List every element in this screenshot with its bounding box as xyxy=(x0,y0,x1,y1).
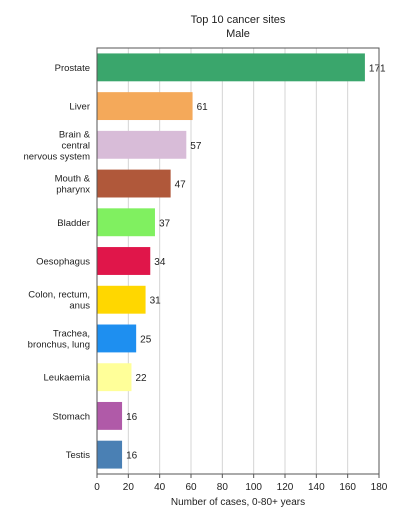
x-tick-label: 80 xyxy=(217,482,229,493)
category-label: Brain & central nervous system xyxy=(23,129,90,162)
category-label-line: Oesophagus xyxy=(36,257,90,268)
category-label: Trachea, bronchus, lung xyxy=(28,328,90,350)
category-label: Colon, rectum, anus xyxy=(28,290,90,312)
data-label: 47 xyxy=(175,180,187,191)
category-label-line: Leukaemia xyxy=(44,373,91,384)
chart-title: Top 10 cancer sites xyxy=(191,14,286,26)
bar xyxy=(97,53,365,82)
category-label-line: Testis xyxy=(66,450,91,461)
category-label-line: Prostate xyxy=(55,63,90,74)
chart-subtitle: Male xyxy=(226,28,250,40)
x-tick-label: 180 xyxy=(371,482,388,493)
bar xyxy=(97,324,137,353)
x-tick-label: 20 xyxy=(123,482,135,493)
category-label: Oesophagus xyxy=(36,257,90,268)
x-tick-label: 40 xyxy=(154,482,166,493)
data-label: 37 xyxy=(159,218,171,229)
category-label-line: Mouth & xyxy=(55,174,91,185)
data-label: 61 xyxy=(197,102,209,113)
data-label: 57 xyxy=(190,141,202,152)
x-tick-label: 160 xyxy=(339,482,356,493)
bars: 171 Prostate 61 Liver 57 Brain & central nervou… xyxy=(23,53,386,469)
category-label-line: Bladder xyxy=(57,218,90,229)
x-tick-label: 140 xyxy=(308,482,325,493)
bar xyxy=(97,440,123,469)
bar xyxy=(97,92,193,121)
category-label: Stomach xyxy=(53,411,91,422)
x-tick-label: 100 xyxy=(245,482,262,493)
data-label: 22 xyxy=(135,373,147,384)
data-label: 25 xyxy=(140,334,152,345)
data-label: 31 xyxy=(150,296,162,307)
category-label-line: pharynx xyxy=(56,185,90,196)
category-label: Testis xyxy=(66,450,91,461)
category-label: Leukaemia xyxy=(44,373,91,384)
category-label-line: Trachea, xyxy=(53,328,90,339)
x-tick-label: 0 xyxy=(94,482,100,493)
bar xyxy=(97,169,171,198)
bar xyxy=(97,247,151,275)
category-label-line: bronchus, lung xyxy=(28,339,90,350)
x-axis-title: Number of cases, 0-80+ years xyxy=(171,497,305,508)
data-label: 171 xyxy=(369,63,386,74)
data-label: 16 xyxy=(126,412,138,423)
category-label-line: nervous system xyxy=(23,151,90,162)
data-label: 16 xyxy=(126,451,138,462)
bar xyxy=(97,130,187,159)
category-label-line: Stomach xyxy=(53,411,91,422)
x-tick-label: 60 xyxy=(185,482,197,493)
category-label-line: Liver xyxy=(69,102,90,113)
bar xyxy=(97,363,132,392)
category-label-line: Colon, rectum, xyxy=(28,290,90,301)
plot-frame xyxy=(96,47,380,475)
bar xyxy=(97,208,155,237)
category-label-line: anus xyxy=(69,301,90,312)
x-axis-ticks: 0 20 40 60 80 100 120 140 160 180 xyxy=(94,474,388,493)
data-label: 34 xyxy=(154,257,166,268)
category-label: Bladder xyxy=(57,218,90,229)
bar xyxy=(97,285,146,314)
category-label-line: central xyxy=(61,140,90,151)
bar xyxy=(97,401,123,430)
category-label: Mouth & pharynx xyxy=(55,174,91,196)
x-tick-label: 120 xyxy=(277,482,294,493)
category-label-line: Brain & xyxy=(59,129,91,140)
category-label: Prostate xyxy=(55,63,90,74)
category-label: Liver xyxy=(69,102,90,113)
